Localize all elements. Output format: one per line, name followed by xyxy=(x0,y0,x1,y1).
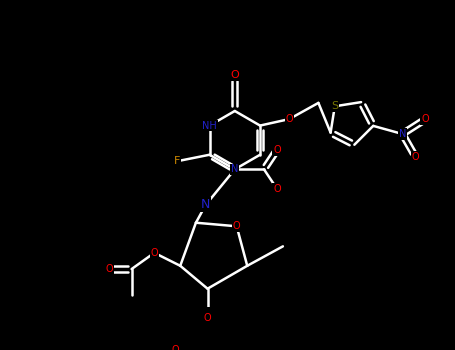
Text: S: S xyxy=(331,101,339,111)
Text: O: O xyxy=(105,264,113,274)
Text: O: O xyxy=(233,221,241,231)
Text: O: O xyxy=(273,145,281,155)
Text: N: N xyxy=(231,164,238,174)
Text: O: O xyxy=(230,70,239,80)
Text: O: O xyxy=(172,345,179,350)
Text: O: O xyxy=(151,248,158,258)
Text: O: O xyxy=(273,184,281,194)
Text: O: O xyxy=(285,114,293,124)
Text: O: O xyxy=(204,313,212,323)
Text: F: F xyxy=(174,156,180,166)
Text: NH: NH xyxy=(202,120,217,131)
Text: O: O xyxy=(412,152,419,162)
Text: N: N xyxy=(201,198,210,211)
Text: O: O xyxy=(421,114,429,124)
Text: N: N xyxy=(399,129,406,139)
